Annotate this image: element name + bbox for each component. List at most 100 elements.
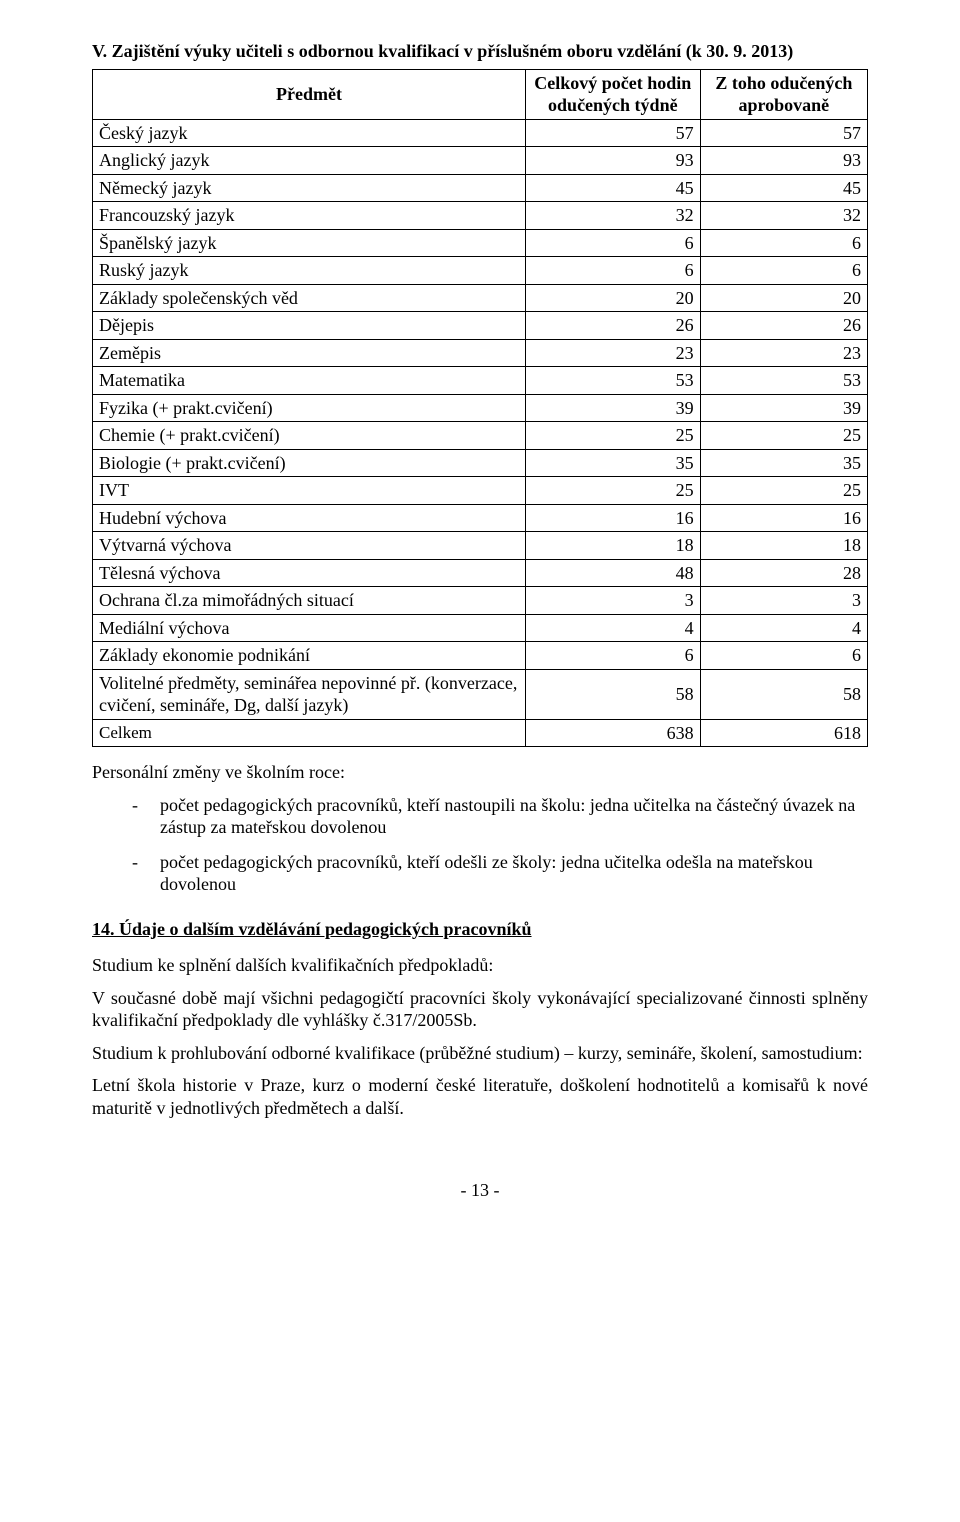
table-row: Výtvarná výchova1818	[93, 532, 868, 560]
cell-appro: 32	[700, 202, 867, 230]
table-row: Hudební výchova1616	[93, 504, 868, 532]
cell-subject: Dějepis	[93, 312, 526, 340]
cell-hours: 4	[525, 614, 700, 642]
list-item: počet pedagogických pracovníků, kteří od…	[132, 851, 868, 896]
cell-appro: 39	[700, 394, 867, 422]
cell-subject: Anglický jazyk	[93, 147, 526, 175]
cell-subject: Tělesná výchova	[93, 559, 526, 587]
section-14-p4: Letní škola historie v Praze, kurz o mod…	[92, 1074, 868, 1119]
cell-appro: 28	[700, 559, 867, 587]
table-row: Matematika5353	[93, 367, 868, 395]
section-14-p2: V současné době mají všichni pedagogičtí…	[92, 987, 868, 1032]
cell-appro: 35	[700, 449, 867, 477]
cell-appro: 20	[700, 284, 867, 312]
page-number: - 13 -	[92, 1179, 868, 1202]
col-header-hours: Celkový počet hodin odučených týdně	[525, 69, 700, 119]
cell-total-hours: 638	[525, 719, 700, 747]
table-total-row: Celkem638618	[93, 719, 868, 747]
cell-subject: Základy ekonomie podnikání	[93, 642, 526, 670]
cell-appro: 25	[700, 422, 867, 450]
table-row: Biologie (+ prakt.cvičení)3535	[93, 449, 868, 477]
cell-hours: 57	[525, 119, 700, 147]
table-row: Český jazyk5757	[93, 119, 868, 147]
table-row: Tělesná výchova4828	[93, 559, 868, 587]
table-row: Fyzika (+ prakt.cvičení)3939	[93, 394, 868, 422]
table-row: Mediální výchova44	[93, 614, 868, 642]
cell-hours: 39	[525, 394, 700, 422]
table-row: Španělský jazyk66	[93, 229, 868, 257]
cell-appro: 45	[700, 174, 867, 202]
table-row: Zeměpis2323	[93, 339, 868, 367]
list-item: počet pedagogických pracovníků, kteří na…	[132, 794, 868, 839]
col-header-appro: Z toho odučených aprobovaně	[700, 69, 867, 119]
cell-total-label: Celkem	[93, 719, 526, 747]
table-row: Dějepis2626	[93, 312, 868, 340]
cell-appro: 53	[700, 367, 867, 395]
table-row: Volitelné předměty, seminářea nepovinné …	[93, 669, 868, 719]
cell-appro: 23	[700, 339, 867, 367]
section-14-p3: Studium k prohlubování odborné kvalifika…	[92, 1042, 868, 1065]
cell-appro: 6	[700, 642, 867, 670]
cell-hours: 16	[525, 504, 700, 532]
table-row: IVT2525	[93, 477, 868, 505]
cell-appro: 6	[700, 257, 867, 285]
cell-hours: 23	[525, 339, 700, 367]
cell-hours: 48	[525, 559, 700, 587]
cell-hours: 6	[525, 229, 700, 257]
changes-list: počet pedagogických pracovníků, kteří na…	[92, 794, 868, 896]
cell-subject: Biologie (+ prakt.cvičení)	[93, 449, 526, 477]
cell-hours: 26	[525, 312, 700, 340]
cell-appro: 58	[700, 669, 867, 719]
table-row: Základy společenských věd2020	[93, 284, 868, 312]
cell-hours: 25	[525, 477, 700, 505]
cell-appro: 57	[700, 119, 867, 147]
cell-hours: 25	[525, 422, 700, 450]
cell-hours: 32	[525, 202, 700, 230]
cell-subject: Volitelné předměty, seminářea nepovinné …	[93, 669, 526, 719]
section-14-p1: Studium ke splnění dalších kvalifikačníc…	[92, 954, 868, 977]
col-header-subject: Předmět	[93, 69, 526, 119]
cell-appro: 93	[700, 147, 867, 175]
cell-subject: Hudební výchova	[93, 504, 526, 532]
section-heading: V. Zajištění výuky učiteli s odbornou kv…	[92, 40, 868, 63]
table-row: Základy ekonomie podnikání66	[93, 642, 868, 670]
cell-subject: Výtvarná výchova	[93, 532, 526, 560]
cell-subject: IVT	[93, 477, 526, 505]
cell-subject: Matematika	[93, 367, 526, 395]
cell-subject: Český jazyk	[93, 119, 526, 147]
cell-subject: Španělský jazyk	[93, 229, 526, 257]
cell-subject: Chemie (+ prakt.cvičení)	[93, 422, 526, 450]
table-row: Ochrana čl.za mimořádných situací33	[93, 587, 868, 615]
table-header-row: Předmět Celkový počet hodin odučených tý…	[93, 69, 868, 119]
table-row: Francouzský jazyk3232	[93, 202, 868, 230]
cell-appro: 26	[700, 312, 867, 340]
cell-subject: Základy společenských věd	[93, 284, 526, 312]
cell-hours: 18	[525, 532, 700, 560]
cell-appro: 4	[700, 614, 867, 642]
cell-hours: 6	[525, 642, 700, 670]
cell-hours: 45	[525, 174, 700, 202]
cell-hours: 20	[525, 284, 700, 312]
cell-subject: Ruský jazyk	[93, 257, 526, 285]
cell-subject: Francouzský jazyk	[93, 202, 526, 230]
table-row: Chemie (+ prakt.cvičení)2525	[93, 422, 868, 450]
cell-appro: 16	[700, 504, 867, 532]
cell-subject: Fyzika (+ prakt.cvičení)	[93, 394, 526, 422]
changes-intro: Personální změny ve školním roce:	[92, 761, 868, 784]
cell-appro: 6	[700, 229, 867, 257]
cell-subject: Ochrana čl.za mimořádných situací	[93, 587, 526, 615]
table-row: Anglický jazyk9393	[93, 147, 868, 175]
cell-subject: Mediální výchova	[93, 614, 526, 642]
cell-subject: Německý jazyk	[93, 174, 526, 202]
cell-hours: 3	[525, 587, 700, 615]
cell-appro: 3	[700, 587, 867, 615]
table-row: Ruský jazyk66	[93, 257, 868, 285]
subjects-table: Předmět Celkový počet hodin odučených tý…	[92, 69, 868, 748]
cell-appro: 25	[700, 477, 867, 505]
table-row: Německý jazyk4545	[93, 174, 868, 202]
cell-hours: 6	[525, 257, 700, 285]
cell-subject: Zeměpis	[93, 339, 526, 367]
cell-hours: 58	[525, 669, 700, 719]
cell-hours: 93	[525, 147, 700, 175]
cell-hours: 35	[525, 449, 700, 477]
